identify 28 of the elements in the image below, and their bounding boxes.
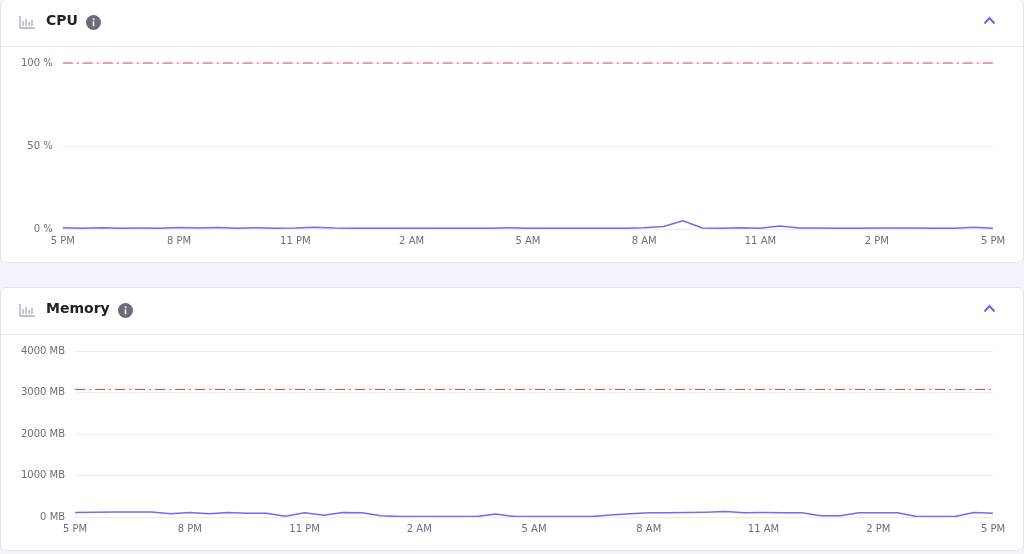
y-tick-label: 0 %: [33, 222, 53, 234]
x-tick-label: 11 AM: [744, 234, 777, 246]
y-tick-label: 50 %: [27, 139, 53, 151]
x-tick-label: 11 PM: [289, 522, 320, 534]
x-tick-label: 8 PM: [177, 522, 202, 534]
x-tick-label: 5 AM: [521, 522, 547, 534]
chart-title: Memory: [46, 300, 110, 316]
x-tick-label: 2 AM: [399, 234, 425, 246]
x-tick-label: 8 AM: [631, 234, 657, 246]
x-tick-label: 5 PM: [980, 522, 1006, 534]
x-tick-label: 8 AM: [636, 522, 662, 534]
chart-title: CPU: [46, 12, 78, 28]
x-tick-label: 5 PM: [50, 234, 75, 246]
y-tick-label: 4000 MB: [20, 344, 66, 356]
x-tick-label: 11 PM: [280, 234, 311, 246]
x-tick-label: 5 PM: [63, 522, 88, 534]
y-tick-label: 0 MB: [40, 510, 66, 522]
y-tick-label: 3000 MB: [20, 386, 66, 398]
x-tick-label: 5 AM: [515, 234, 541, 246]
y-tick-label: 2000 MB: [20, 427, 66, 439]
x-tick-label: 2 PM: [866, 522, 891, 534]
x-tick-label: 2 PM: [864, 234, 889, 246]
y-tick-label: 100 %: [20, 56, 53, 68]
x-tick-label: 11 AM: [747, 522, 780, 534]
x-tick-label: 8 PM: [166, 234, 192, 246]
y-tick-label: 1000 MB: [20, 469, 66, 481]
x-tick-label: 2 AM: [406, 522, 432, 534]
x-tick-label: 5 PM: [980, 234, 1006, 246]
